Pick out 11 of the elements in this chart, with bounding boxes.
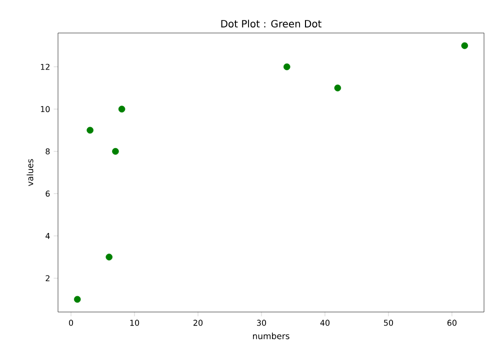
- point: [283, 63, 290, 70]
- y-axis-title: values: [26, 159, 34, 186]
- point: [461, 42, 468, 50]
- chart-title: Dot Plot : Green Dot: [221, 20, 322, 28]
- point: [118, 106, 126, 112]
- point: [86, 126, 94, 134]
- point: [334, 84, 342, 92]
- x-axis-title: numbers: [253, 332, 290, 340]
- point: [106, 254, 112, 260]
- point: [112, 148, 119, 155]
- point: [74, 296, 81, 303]
